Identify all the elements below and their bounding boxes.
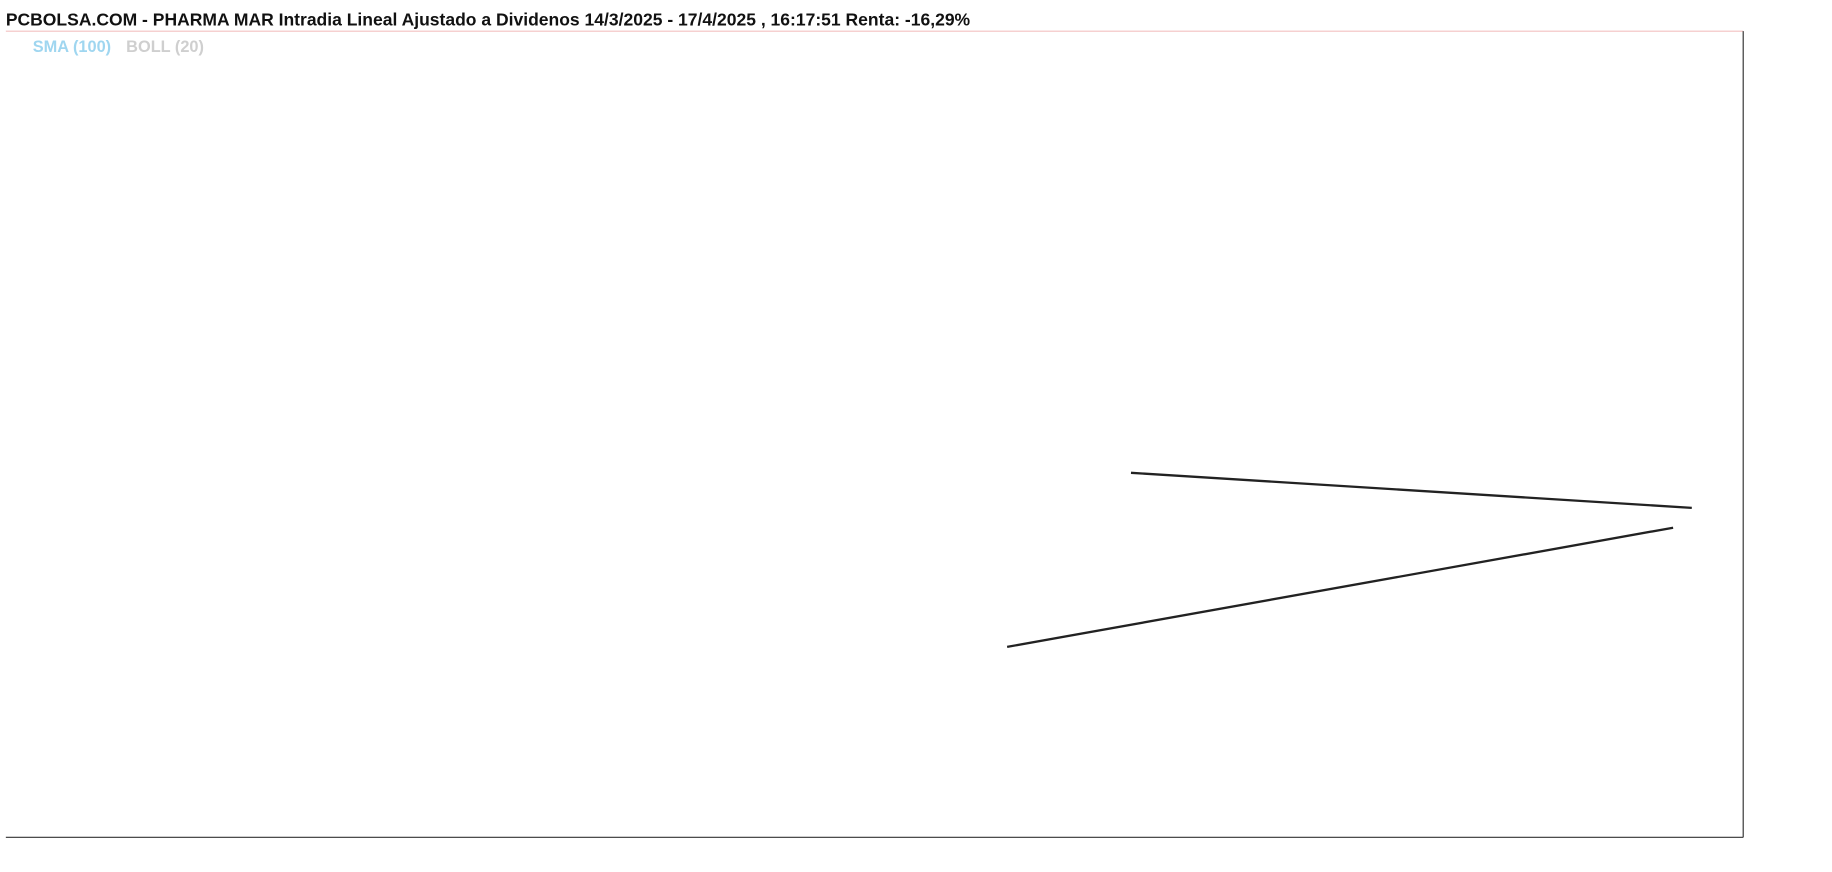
- chart-title: PCBOLSA.COM - PHARMA MAR Intradia Lineal…: [6, 9, 971, 29]
- legend-boll: BOLL (20): [126, 38, 204, 56]
- trend-line-lower: [1006, 526, 1674, 649]
- trend-line-upper: [1130, 471, 1692, 510]
- legend-sma: SMA (100): [33, 38, 111, 56]
